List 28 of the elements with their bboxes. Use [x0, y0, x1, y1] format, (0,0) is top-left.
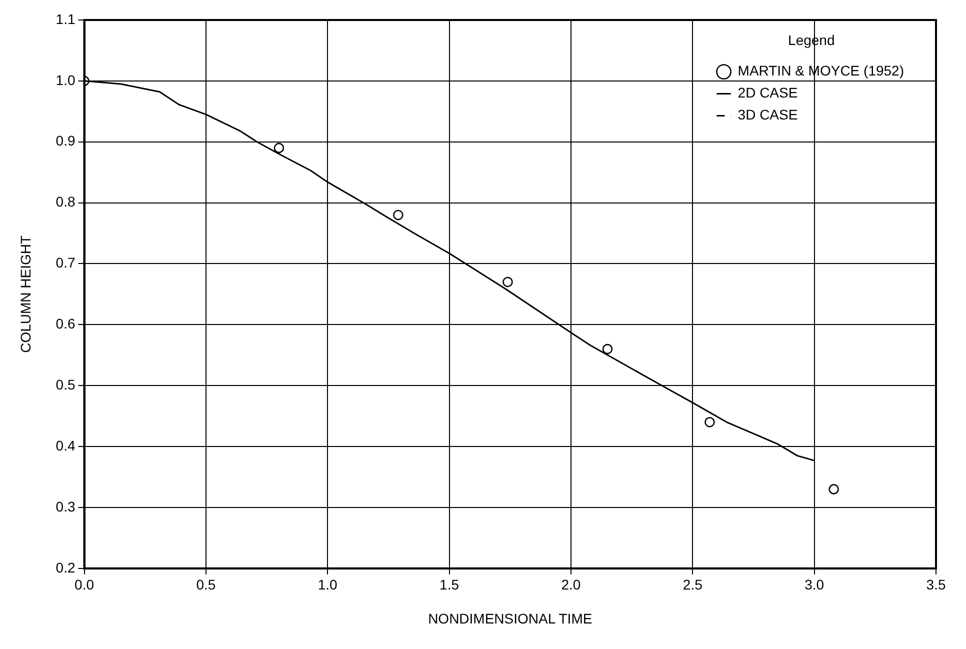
x-tick-label: 2.0	[561, 576, 581, 593]
y-tick-label: 0.3	[56, 498, 76, 514]
y-tick-label: 0.6	[56, 316, 76, 332]
y-tick-label: 0.9	[56, 132, 76, 149]
x-tick-label: 3.0	[804, 576, 824, 593]
y-tick-label: 0.5	[56, 376, 76, 392]
y-tick-label: 0.7	[56, 254, 76, 271]
y-tick-label: 0.8	[56, 194, 76, 210]
y-tick-label: 1.0	[56, 72, 76, 88]
y-tick-label: 0.4	[56, 437, 76, 454]
point	[393, 210, 404, 220]
point	[704, 417, 715, 428]
x-tick-label: 0.0	[74, 576, 94, 593]
point	[602, 344, 613, 354]
y-tick-label: 0.2	[56, 559, 76, 576]
point	[502, 276, 513, 288]
x-tick-label: 0.5	[196, 576, 216, 593]
y-tick-label: 1.1	[56, 10, 76, 27]
x-tick-label: 1.0	[318, 576, 338, 593]
point	[828, 484, 839, 494]
point	[274, 142, 284, 154]
legend-label: 2D CASE	[738, 84, 798, 101]
x-axis-title: NONDIMENSIONAL TIME	[428, 610, 592, 626]
x-tick-label: 1.5	[440, 576, 460, 593]
x-tick-label: 3.5	[926, 576, 946, 593]
legend-label: 3D CASE	[738, 106, 798, 123]
y-axis-title: COLUMN HEIGHT	[17, 235, 34, 353]
x-tick-label: 2.5	[682, 576, 703, 593]
